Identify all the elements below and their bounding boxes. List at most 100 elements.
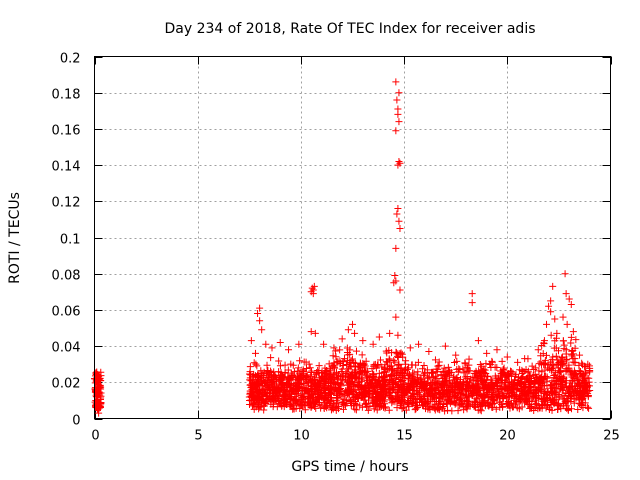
data-point <box>569 346 577 354</box>
data-point <box>444 406 452 414</box>
data-point <box>549 353 557 361</box>
y-tick-label: 0.12 <box>52 196 81 211</box>
data-point <box>308 367 316 375</box>
data-point <box>255 400 263 408</box>
y-tick-label: 0.02 <box>52 377 81 392</box>
data-point <box>433 375 441 383</box>
data-point <box>526 405 534 413</box>
data-point <box>264 367 272 375</box>
data-point <box>537 374 545 382</box>
data-point <box>562 350 570 358</box>
data-point <box>432 384 440 392</box>
data-point <box>499 394 507 402</box>
data-point <box>385 378 393 386</box>
data-point <box>403 399 411 407</box>
data-point <box>415 340 423 348</box>
data-point <box>343 389 351 397</box>
data-point <box>565 389 573 397</box>
y-tick-label: 0.04 <box>52 341 81 356</box>
data-point <box>471 402 479 410</box>
data-point <box>381 366 389 374</box>
data-point <box>460 369 468 377</box>
data-point <box>534 346 542 354</box>
data-point <box>344 326 352 334</box>
data-point <box>394 331 402 339</box>
data-point <box>250 359 258 367</box>
data-point <box>396 159 404 167</box>
data-point <box>535 360 543 368</box>
data-point <box>495 393 503 401</box>
data-point <box>576 400 584 408</box>
data-point <box>488 403 496 411</box>
data-point <box>332 353 340 361</box>
data-point <box>326 386 334 394</box>
data-point <box>327 376 335 384</box>
data-point <box>346 386 354 394</box>
data-point <box>577 400 585 408</box>
data-point <box>567 382 575 390</box>
data-point <box>393 389 401 397</box>
data-point <box>256 317 264 325</box>
data-point <box>385 346 393 354</box>
data-point <box>275 393 283 401</box>
data-point <box>318 373 326 381</box>
data-point <box>519 383 527 391</box>
data-point <box>530 365 538 373</box>
data-point <box>357 384 365 392</box>
data-point <box>508 389 516 397</box>
data-point <box>543 381 551 389</box>
data-point <box>310 282 318 290</box>
data-point <box>392 277 400 285</box>
data-point <box>404 379 412 387</box>
data-point <box>390 357 398 365</box>
data-point <box>512 381 520 389</box>
data-point <box>566 367 574 375</box>
data-point <box>431 379 439 387</box>
data-point <box>556 368 564 376</box>
data-point <box>264 374 272 382</box>
data-point <box>404 387 412 395</box>
data-point <box>307 394 315 402</box>
data-point <box>502 385 510 393</box>
data-point <box>255 388 263 396</box>
data-point <box>373 406 381 414</box>
data-point <box>562 366 570 374</box>
data-point <box>551 315 559 323</box>
data-point <box>271 392 279 400</box>
data-point <box>472 384 480 392</box>
data-point <box>275 357 283 365</box>
data-point <box>370 405 378 413</box>
data-point <box>448 407 456 415</box>
data-point <box>561 270 569 278</box>
data-point <box>461 359 469 367</box>
data-point <box>327 378 335 386</box>
data-point <box>463 382 471 390</box>
data-point <box>477 374 485 382</box>
data-point <box>276 362 284 370</box>
data-point <box>281 361 289 369</box>
data-point <box>392 78 400 86</box>
data-point <box>327 366 334 374</box>
data-point <box>569 354 577 362</box>
data-point <box>507 387 515 395</box>
data-point <box>577 381 585 389</box>
data-point <box>419 371 427 379</box>
data-point <box>361 393 369 401</box>
x-tick-label: 25 <box>603 429 620 444</box>
data-point <box>579 372 587 380</box>
data-point <box>309 290 317 298</box>
data-point <box>564 398 572 406</box>
data-point <box>512 370 520 378</box>
data-point <box>263 378 271 386</box>
data-point <box>434 405 442 413</box>
data-point <box>550 344 558 352</box>
data-point <box>270 371 278 379</box>
x-tick-label: 10 <box>293 429 310 444</box>
data-point <box>248 402 256 410</box>
data-point <box>391 358 399 366</box>
data-point <box>450 397 458 405</box>
data-point <box>289 405 297 413</box>
data-point <box>343 397 351 405</box>
data-point <box>349 320 356 328</box>
data-point <box>532 400 540 408</box>
